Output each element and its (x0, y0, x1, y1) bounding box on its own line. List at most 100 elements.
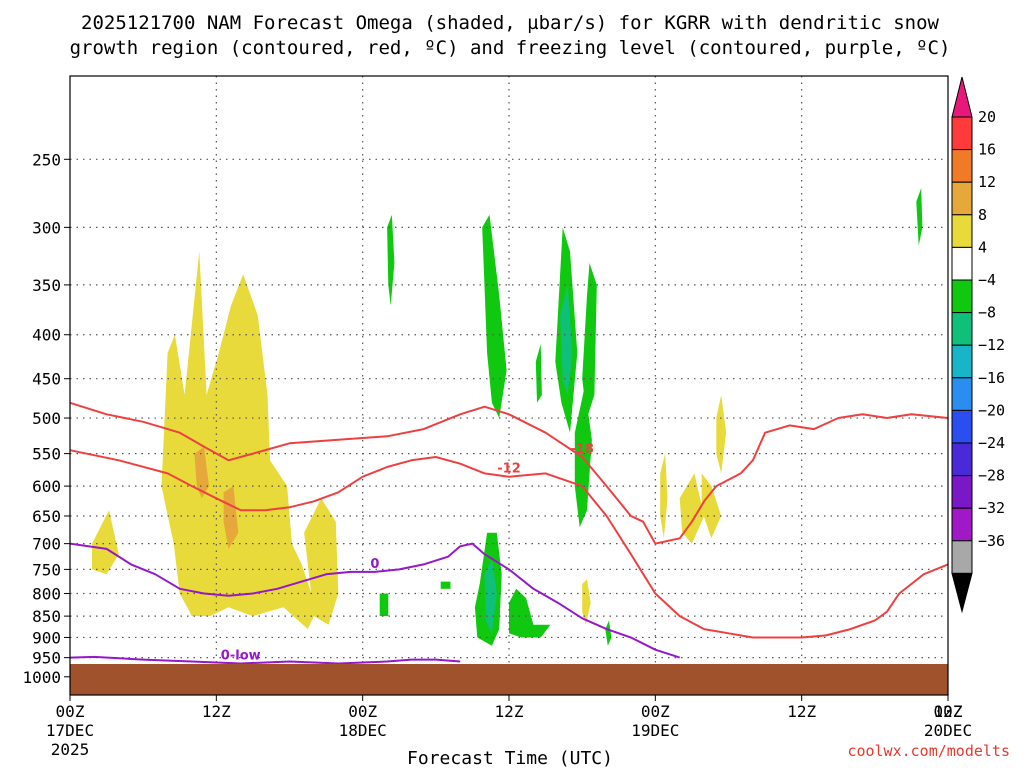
chart-title-line-2: growth region (contoured, red, ºC) and f… (70, 37, 951, 59)
colorbar-segment-13 (951, 540, 973, 574)
green-omega-region-6 (535, 344, 542, 403)
colorbar-segment-2 (951, 181, 973, 216)
colorbar-label-1: 16 (978, 141, 996, 159)
colorbar-segment-11 (951, 475, 973, 509)
y-tick-label-1000: 1000 (22, 668, 61, 687)
omega-shading (92, 188, 923, 646)
colorbar-segment-7 (951, 344, 973, 379)
chart-title-line-1: 2025121700 NAM Forecast Omega (shaded, µ… (81, 12, 939, 34)
y-tick-label-750: 750 (32, 560, 61, 579)
colorbar-label-6: −8 (978, 304, 996, 322)
cyan-omega-region-2 (484, 559, 497, 634)
yellow-omega-region-5 (660, 453, 668, 539)
colorbar-label-10: −24 (978, 434, 1005, 452)
x-tick-label-0: 00Z (56, 702, 85, 721)
x-tick-label-2: 00Z (348, 702, 377, 721)
colorbar-segment-8 (951, 377, 973, 411)
colorbar-label-9: −20 (978, 401, 1005, 419)
green-omega-region-2 (482, 214, 507, 418)
colorbar-segment-0 (951, 116, 973, 151)
contour-label-0: -18 (570, 442, 594, 457)
y-tick-label-450: 450 (32, 370, 61, 389)
y-tick-label-300: 300 (32, 218, 61, 237)
colorbar-label-5: −4 (978, 271, 996, 289)
y-tick-label-900: 900 (32, 628, 61, 647)
green-omega-region-11 (605, 620, 612, 646)
colorbar-label-3: 8 (978, 206, 987, 224)
credit-text: coolwx.com/modelts (847, 742, 1010, 760)
x-tick-label-3: 12Z (495, 702, 524, 721)
yellow-omega-region-8 (716, 394, 727, 474)
y-tick-label-700: 700 (32, 535, 61, 554)
y-tick-label-650: 650 (32, 507, 61, 526)
y-tick-label-550: 550 (32, 445, 61, 464)
contour-label-1: -12 (497, 462, 521, 477)
colorbar-segment-1 (951, 149, 973, 183)
yellow-omega-region-6 (679, 473, 705, 544)
yellow-omega-region-1 (92, 510, 119, 575)
x-tick-date-6: 20DEC (924, 721, 972, 740)
green-omega-region-8 (509, 588, 551, 638)
colorbar-label-8: −16 (978, 369, 1005, 387)
yellow-omega-region-3 (304, 498, 339, 625)
colorbar-segment-5 (951, 279, 973, 314)
temperature-contours: -18 -12 0 0-low (69, 401, 949, 665)
green-omega-region-1 (387, 214, 395, 306)
green-omega-region-5 (582, 262, 597, 418)
y-tick-label-500: 500 (32, 409, 61, 428)
green-omega-region-12 (916, 188, 923, 246)
colorbar-label-0: 20 (978, 108, 996, 126)
x-tick-year-0: 2025 (51, 740, 90, 759)
green-omega-region-10 (440, 581, 451, 589)
yellow-omega-region-4 (582, 579, 591, 625)
colorbar: 20 16 12 8 4 −4 −8 −12 −16 −20 −24 −28 −32 −36 (951, 76, 1005, 614)
colorbar-label-11: −28 (978, 467, 1005, 485)
contour-label-3: 0-low (221, 648, 261, 663)
green-omega-region-9 (379, 593, 389, 617)
yellow-omega-region-2 (161, 251, 320, 630)
y-tick-label-400: 400 (32, 326, 61, 345)
orange-omega-region-2 (223, 486, 239, 549)
y-tick-label-350: 350 (32, 276, 61, 295)
colorbar-label-2: 12 (978, 173, 996, 191)
colorbar-label-12: −32 (978, 499, 1005, 517)
contour-line-0 (69, 401, 949, 545)
contour-line-3 (69, 655, 461, 665)
y-axis-ticks: 250 300 350 400 450 500 550 600 650 700 750 800 850 9… (22, 150, 70, 687)
terrain-ground (70, 664, 948, 695)
colorbar-segment-4 (951, 246, 973, 281)
cyan-omega-region-1 (560, 284, 573, 395)
y-tick-label-250: 250 (32, 150, 61, 169)
y-tick-label-850: 850 (32, 607, 61, 626)
x-tick-label-6: 00Z (934, 702, 963, 721)
contour-line-1 (69, 449, 949, 639)
colorbar-label-13: −36 (978, 532, 1005, 550)
contour-label-2: 0 (370, 557, 379, 572)
x-tick-label-7: 12Z (934, 702, 963, 721)
colorbar-segment-10 (951, 442, 973, 477)
colorbar-top-arrow (951, 76, 973, 118)
x-tick-date-2: 18DEC (339, 721, 387, 740)
colorbar-label-7: −12 (978, 336, 1005, 354)
x-axis-label: Forecast Time (UTC) (407, 748, 613, 768)
colorbar-segment-3 (951, 214, 973, 248)
x-tick-date-4: 19DEC (631, 721, 679, 740)
x-tick-label-1: 12Z (202, 702, 231, 721)
orange-omega-region-1 (194, 446, 209, 499)
colorbar-segment-9 (951, 409, 973, 444)
colorbar-segment-12 (951, 507, 973, 542)
contour-line-2 (69, 542, 681, 659)
x-tick-label-4: 00Z (641, 702, 670, 721)
colorbar-bottom-arrow (951, 572, 973, 614)
colorbar-label-4: 4 (978, 238, 987, 256)
y-tick-label-950: 950 (32, 649, 61, 668)
x-tick-date-0: 17DEC (46, 721, 94, 740)
y-tick-label-800: 800 (32, 584, 61, 603)
yellow-omega-region-7 (701, 473, 722, 539)
colorbar-segment-6 (951, 312, 973, 346)
y-tick-label-600: 600 (32, 477, 61, 496)
x-tick-label-5: 12Z (787, 702, 816, 721)
chart-title: 2025121700 NAM Forecast Omega (shaded, µ… (70, 12, 951, 59)
